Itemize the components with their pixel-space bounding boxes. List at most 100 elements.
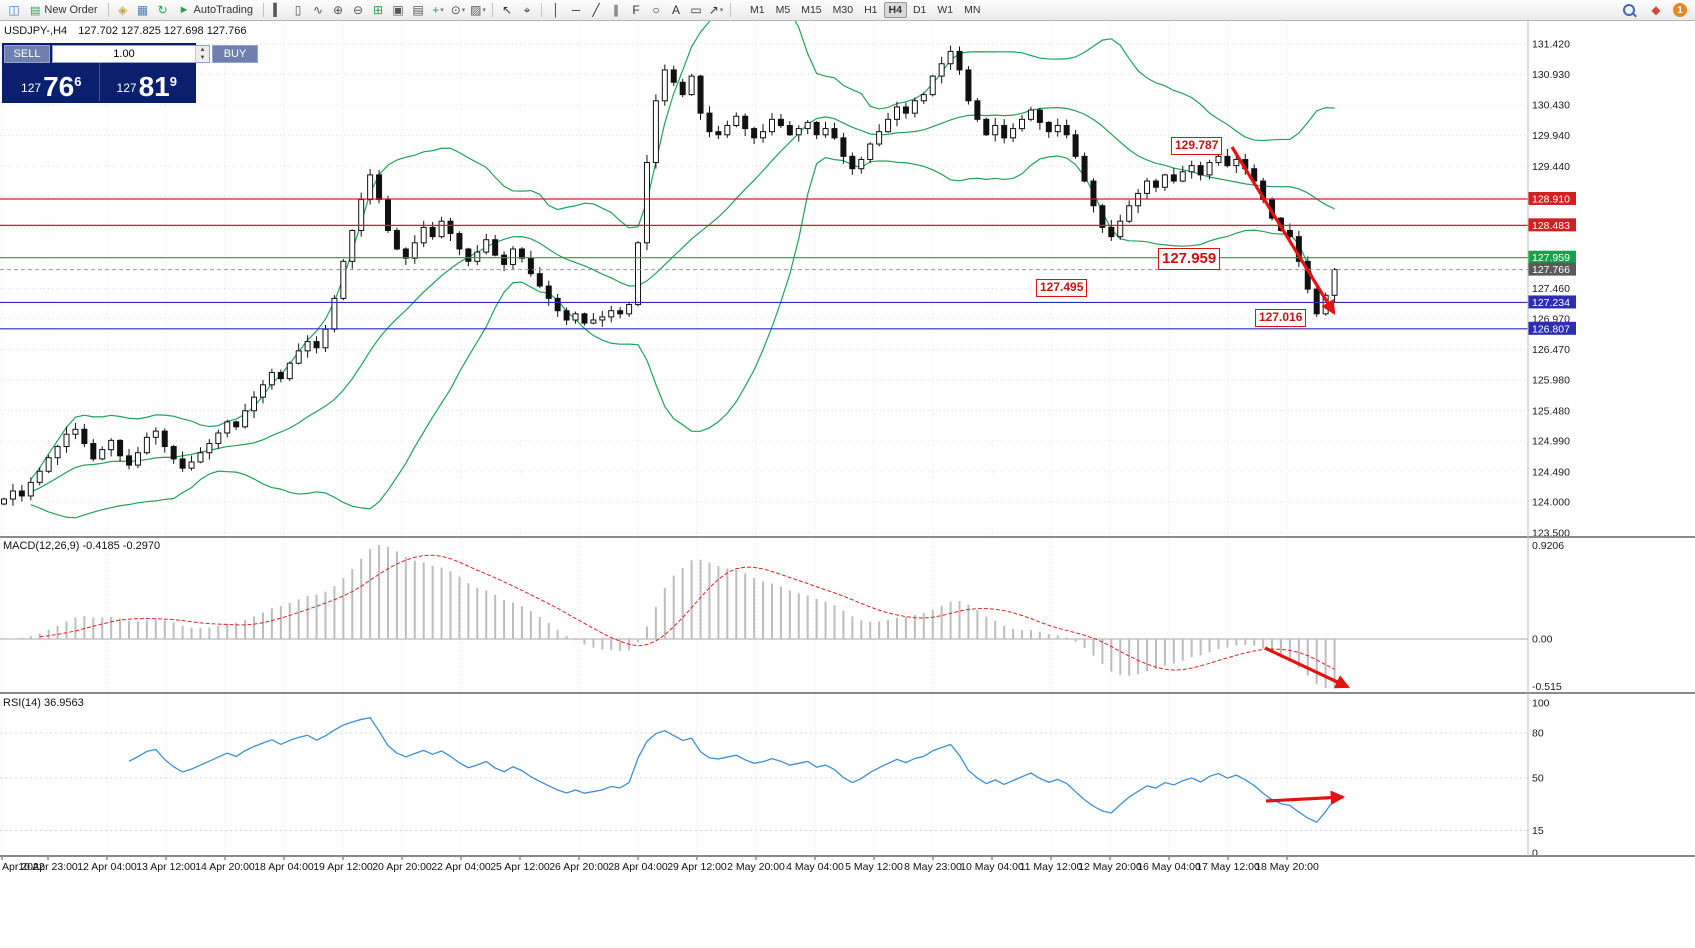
candle-body [920,94,927,102]
candle-body [697,75,704,114]
cursor-icon[interactable]: ↖ [501,3,513,17]
templates-icon[interactable]: ▨ ▾ [470,3,486,17]
search-icon[interactable] [1619,2,1639,19]
channel-icon[interactable]: ∥ [613,3,620,17]
candle-body [411,242,418,259]
candle-body [1,498,7,505]
rsi-axis-label: 100 [1532,698,1550,710]
new-order-button[interactable]: ▤ New Order [24,2,104,19]
candle-body [358,199,365,231]
buy-price[interactable]: 127 81 9 [100,63,195,101]
timeframe-d1-button[interactable]: D1 [912,4,927,16]
candle-body [706,112,713,133]
text-icon[interactable]: A [672,3,681,17]
trendline-icon[interactable]: ╱ [592,3,600,17]
candle-body [911,100,918,114]
horizontal-line-icon[interactable]: ─ [571,3,581,17]
arrows-tool-icon[interactable]: ↗ ▾ [708,3,724,17]
price-axis-label: 129.940 [1532,130,1570,142]
dropdown-caret-icon[interactable]: ▾ [461,6,466,14]
toolbar-separator [730,3,732,17]
timeframe-h4-button[interactable]: H4 [883,2,907,18]
macd-axis-label: 0.9206 [1532,540,1564,552]
candle-body [349,229,356,262]
timeframe-m15-button[interactable]: M15 [801,4,822,16]
grid-icon[interactable]: ⊞ [372,3,384,17]
candle-body [1117,220,1124,238]
scripts-icon[interactable]: ◈ [117,3,128,17]
tile-windows-icon[interactable]: ▣ [392,3,404,17]
trend-arrow-rsi[interactable] [1265,790,1346,805]
dropdown-caret-icon[interactable]: ▾ [482,6,486,14]
candle-body [885,118,892,133]
timeframe-m1-button[interactable]: M1 [750,4,765,16]
play-icon: ► [178,4,190,16]
autotrading-button[interactable]: ► AutoTrading [173,2,259,19]
sell-button[interactable]: SELL [4,45,50,63]
shapes-icon[interactable]: ○ [652,3,660,17]
periods-icon[interactable]: ⊙ ▾ [450,3,466,17]
timeframe-mn-button[interactable]: MN [964,4,981,16]
market-watch-icon[interactable]: ▦ [136,3,149,17]
candle-body [108,439,115,451]
sell-price[interactable]: 127 76 6 [4,63,100,101]
dropdown-caret-icon[interactable]: ▾ [440,6,444,14]
candle-body [304,341,311,352]
candle-body [179,458,186,469]
buy-button[interactable]: BUY [212,45,258,63]
candle-body [1206,162,1213,176]
timeframe-h1-button[interactable]: H1 [864,4,878,16]
trade-controls-row: SELL ▲ ▼ BUY [4,45,258,63]
candle-body [170,446,177,460]
community-icon[interactable]: ◆ [1651,3,1661,17]
price-tag [1528,321,1576,335]
crosshair-icon[interactable]: ⌖ [523,3,531,17]
auto-arrange-icon[interactable]: ▤ [412,3,424,17]
vertical-line-icon[interactable]: │ [552,3,560,17]
timeframe-switcher: M1 M5 M15 M30 H1 H4 D1 W1 MN [745,2,985,18]
candle-body [45,457,52,472]
new-order-button-label: New Order [44,4,98,16]
trend-arrow-macd[interactable] [1264,646,1350,689]
candle-body [1099,205,1106,228]
candle-body [117,439,124,457]
timeframe-m5-button[interactable]: M5 [775,4,791,16]
candle-body [465,248,472,262]
candlestick-mode-icon[interactable]: ▯ [294,3,302,17]
candle-body [393,229,400,250]
price-axis-label: 124.490 [1532,466,1570,478]
candle-body [1036,109,1043,123]
candle-body [1019,118,1026,130]
candle-body [1188,165,1195,173]
volume-down-button[interactable]: ▼ [196,54,209,62]
candle-body [340,260,347,299]
volume-input[interactable] [53,46,195,62]
dropdown-caret-icon[interactable]: ▾ [719,6,724,14]
volume-up-button[interactable]: ▲ [196,46,209,54]
candle-body [152,430,159,438]
timeframe-m30-button[interactable]: M30 [832,4,854,16]
indicators-icon[interactable]: + ▾ [432,3,444,17]
rsi-axis-label: 0 [1532,848,1538,860]
line-chart-mode-icon[interactable]: ∿ [312,3,324,17]
text-label-icon[interactable]: ▭ [690,3,702,17]
buy-price-big: 81 [138,70,170,102]
timeframe-w1-button[interactable]: W1 [937,4,954,16]
refresh-icon[interactable]: ↻ [157,3,168,17]
new-chart-icon[interactable]: ◫ [8,3,20,17]
fibonacci-icon[interactable]: F [632,3,640,17]
bar-chart-mode-icon[interactable]: ▍ [273,3,283,17]
candle-body [617,310,624,315]
notification-count-badge[interactable]: 1 [1673,3,1687,17]
zoom-out-icon[interactable]: ⊖ [352,3,364,17]
candle-body [18,490,25,497]
zoom-in-icon[interactable]: ⊕ [332,3,344,17]
rsi-axis-label: 80 [1532,728,1544,740]
trend-arrow-main[interactable] [1230,146,1336,315]
quote-prices-row: 127 76 6 127 81 9 [4,63,194,101]
candle-body [81,428,88,444]
candle-body [751,128,758,139]
candle-body [643,162,650,244]
sell-price-big: 76 [43,70,75,102]
